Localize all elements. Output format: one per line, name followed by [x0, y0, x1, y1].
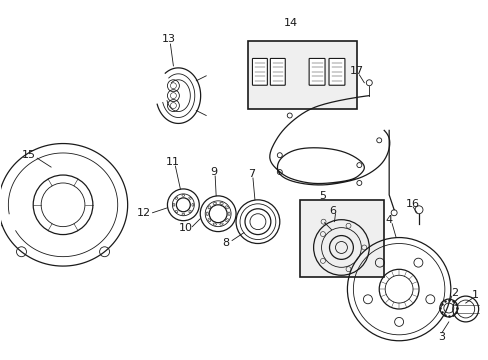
Text: 6: 6 — [328, 206, 335, 216]
FancyBboxPatch shape — [252, 58, 267, 85]
Text: 2: 2 — [450, 288, 457, 298]
Text: 5: 5 — [318, 191, 325, 201]
Text: 3: 3 — [437, 332, 445, 342]
Text: 12: 12 — [136, 208, 150, 218]
FancyBboxPatch shape — [308, 58, 325, 85]
Text: 10: 10 — [178, 222, 192, 233]
Text: 15: 15 — [22, 150, 36, 160]
Bar — [299, 200, 384, 277]
Text: 11: 11 — [165, 157, 179, 167]
Bar — [247, 41, 357, 109]
Text: 13: 13 — [161, 34, 175, 44]
Text: 8: 8 — [222, 238, 229, 248]
Text: 17: 17 — [349, 66, 364, 76]
Text: 9: 9 — [210, 167, 217, 177]
Text: 7: 7 — [248, 169, 255, 179]
Text: 14: 14 — [283, 18, 297, 28]
FancyBboxPatch shape — [270, 58, 285, 85]
Text: 4: 4 — [385, 215, 392, 225]
Text: 1: 1 — [471, 290, 478, 300]
FancyBboxPatch shape — [328, 58, 344, 85]
Text: 16: 16 — [405, 199, 419, 209]
